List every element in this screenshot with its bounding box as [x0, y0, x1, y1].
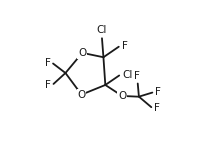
Text: F: F	[45, 80, 51, 90]
Text: F: F	[45, 58, 50, 68]
Text: O: O	[78, 48, 86, 58]
Text: F: F	[134, 71, 140, 81]
Text: F: F	[154, 103, 160, 113]
Text: F: F	[155, 87, 161, 97]
Text: O: O	[77, 90, 86, 100]
Text: Cl: Cl	[97, 25, 107, 35]
Text: F: F	[122, 41, 128, 51]
Text: O: O	[118, 91, 126, 101]
Text: Cl: Cl	[122, 70, 133, 80]
